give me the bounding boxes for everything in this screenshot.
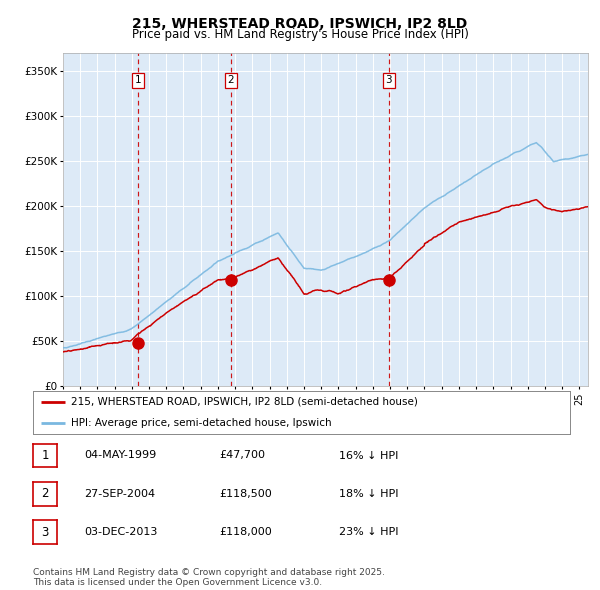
Text: 04-MAY-1999: 04-MAY-1999 xyxy=(84,451,156,460)
Text: 2: 2 xyxy=(41,487,49,500)
Text: 1: 1 xyxy=(41,449,49,462)
Text: 27-SEP-2004: 27-SEP-2004 xyxy=(84,489,155,499)
Text: 3: 3 xyxy=(41,526,49,539)
Text: 3: 3 xyxy=(385,75,392,85)
Text: Contains HM Land Registry data © Crown copyright and database right 2025.
This d: Contains HM Land Registry data © Crown c… xyxy=(33,568,385,587)
Text: 16% ↓ HPI: 16% ↓ HPI xyxy=(339,451,398,460)
Text: Price paid vs. HM Land Registry's House Price Index (HPI): Price paid vs. HM Land Registry's House … xyxy=(131,28,469,41)
Text: 2: 2 xyxy=(227,75,234,85)
Text: HPI: Average price, semi-detached house, Ipswich: HPI: Average price, semi-detached house,… xyxy=(71,418,331,428)
Text: 1: 1 xyxy=(134,75,141,85)
Text: £118,500: £118,500 xyxy=(219,489,272,499)
Text: 215, WHERSTEAD ROAD, IPSWICH, IP2 8LD (semi-detached house): 215, WHERSTEAD ROAD, IPSWICH, IP2 8LD (s… xyxy=(71,397,418,407)
Text: 215, WHERSTEAD ROAD, IPSWICH, IP2 8LD: 215, WHERSTEAD ROAD, IPSWICH, IP2 8LD xyxy=(133,17,467,31)
Text: 18% ↓ HPI: 18% ↓ HPI xyxy=(339,489,398,499)
Text: £47,700: £47,700 xyxy=(219,451,265,460)
Text: 03-DEC-2013: 03-DEC-2013 xyxy=(84,527,157,537)
Text: £118,000: £118,000 xyxy=(219,527,272,537)
Text: 23% ↓ HPI: 23% ↓ HPI xyxy=(339,527,398,537)
